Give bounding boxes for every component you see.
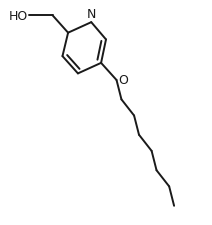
Text: HO: HO: [9, 10, 28, 23]
Text: O: O: [118, 74, 128, 87]
Text: N: N: [86, 8, 96, 21]
